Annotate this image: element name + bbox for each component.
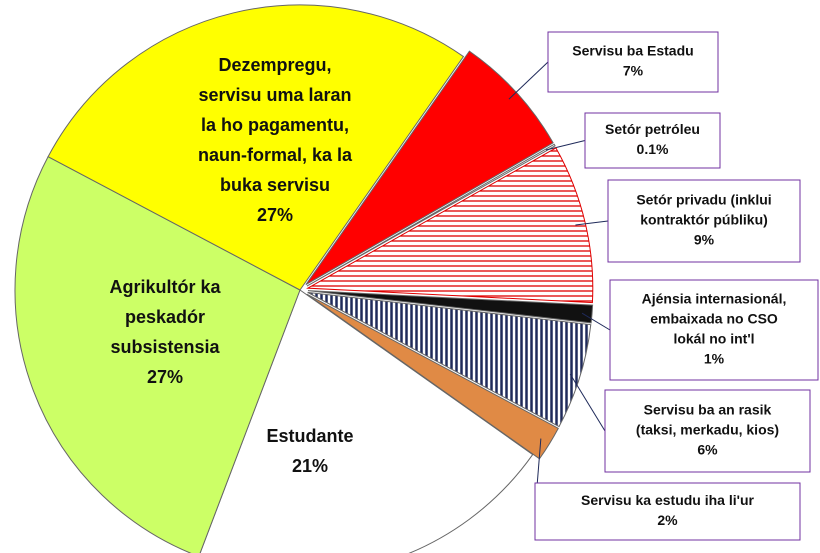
slice-label: kontraktór públiku)	[640, 212, 768, 228]
slice-label: embaixada no CSO	[650, 311, 778, 327]
slice-label: Agrikultór ka	[109, 277, 221, 297]
leader-line	[575, 220, 609, 226]
value-label: 6%	[697, 442, 718, 458]
slice-label: servisu uma laran	[198, 85, 351, 105]
callout-box	[584, 112, 721, 169]
slice-label: (taksi, merkadu, kios)	[636, 422, 779, 438]
value-label: 1%	[704, 351, 725, 367]
value-label: 9%	[694, 232, 715, 248]
slice-label: buka servisu	[220, 175, 330, 195]
slice-label: Servisu ka estudu iha li'ur	[581, 492, 754, 508]
pie-slice	[307, 290, 594, 324]
leader-line	[581, 312, 611, 331]
pie-slice	[307, 291, 592, 428]
callout-box	[604, 389, 811, 473]
slice-label: Dezempregu,	[218, 55, 331, 75]
leader-line	[545, 140, 586, 151]
leader-line	[508, 61, 549, 100]
value-label: 7%	[623, 63, 644, 79]
slice-label: la ho pagamentu,	[201, 115, 349, 135]
leader-line	[569, 373, 606, 432]
slice-label: Servisu ba an rasik	[644, 402, 772, 418]
slice-label: peskadór	[125, 307, 205, 327]
slice-label: Servisu ba Estadu	[572, 43, 693, 59]
slice-label: Setór petróleu	[605, 121, 700, 137]
pie-slice	[306, 147, 594, 304]
slice-label: Ajénsia internasionál,	[642, 291, 787, 307]
callout-box	[547, 31, 719, 93]
slice-label: subsistensia	[110, 337, 220, 357]
slice-label: naun-formal, ka la	[198, 145, 353, 165]
callout-box	[609, 279, 819, 381]
slice-label: lokál no int'l	[673, 331, 754, 347]
callout-box	[607, 179, 801, 263]
pie-slice	[306, 143, 556, 287]
pie-slice	[47, 4, 465, 291]
callout-box	[534, 482, 801, 541]
pie-slice	[14, 155, 301, 553]
slice-label: Estudante	[266, 426, 353, 446]
value-label: 27%	[147, 367, 183, 387]
value-label: 2%	[657, 512, 678, 528]
value-label: 21%	[292, 456, 328, 476]
value-label: 0.1%	[637, 141, 669, 157]
pie-slice	[199, 289, 534, 553]
slice-label: Setór privadu (inklui	[636, 192, 771, 208]
value-label: 27%	[257, 205, 293, 225]
